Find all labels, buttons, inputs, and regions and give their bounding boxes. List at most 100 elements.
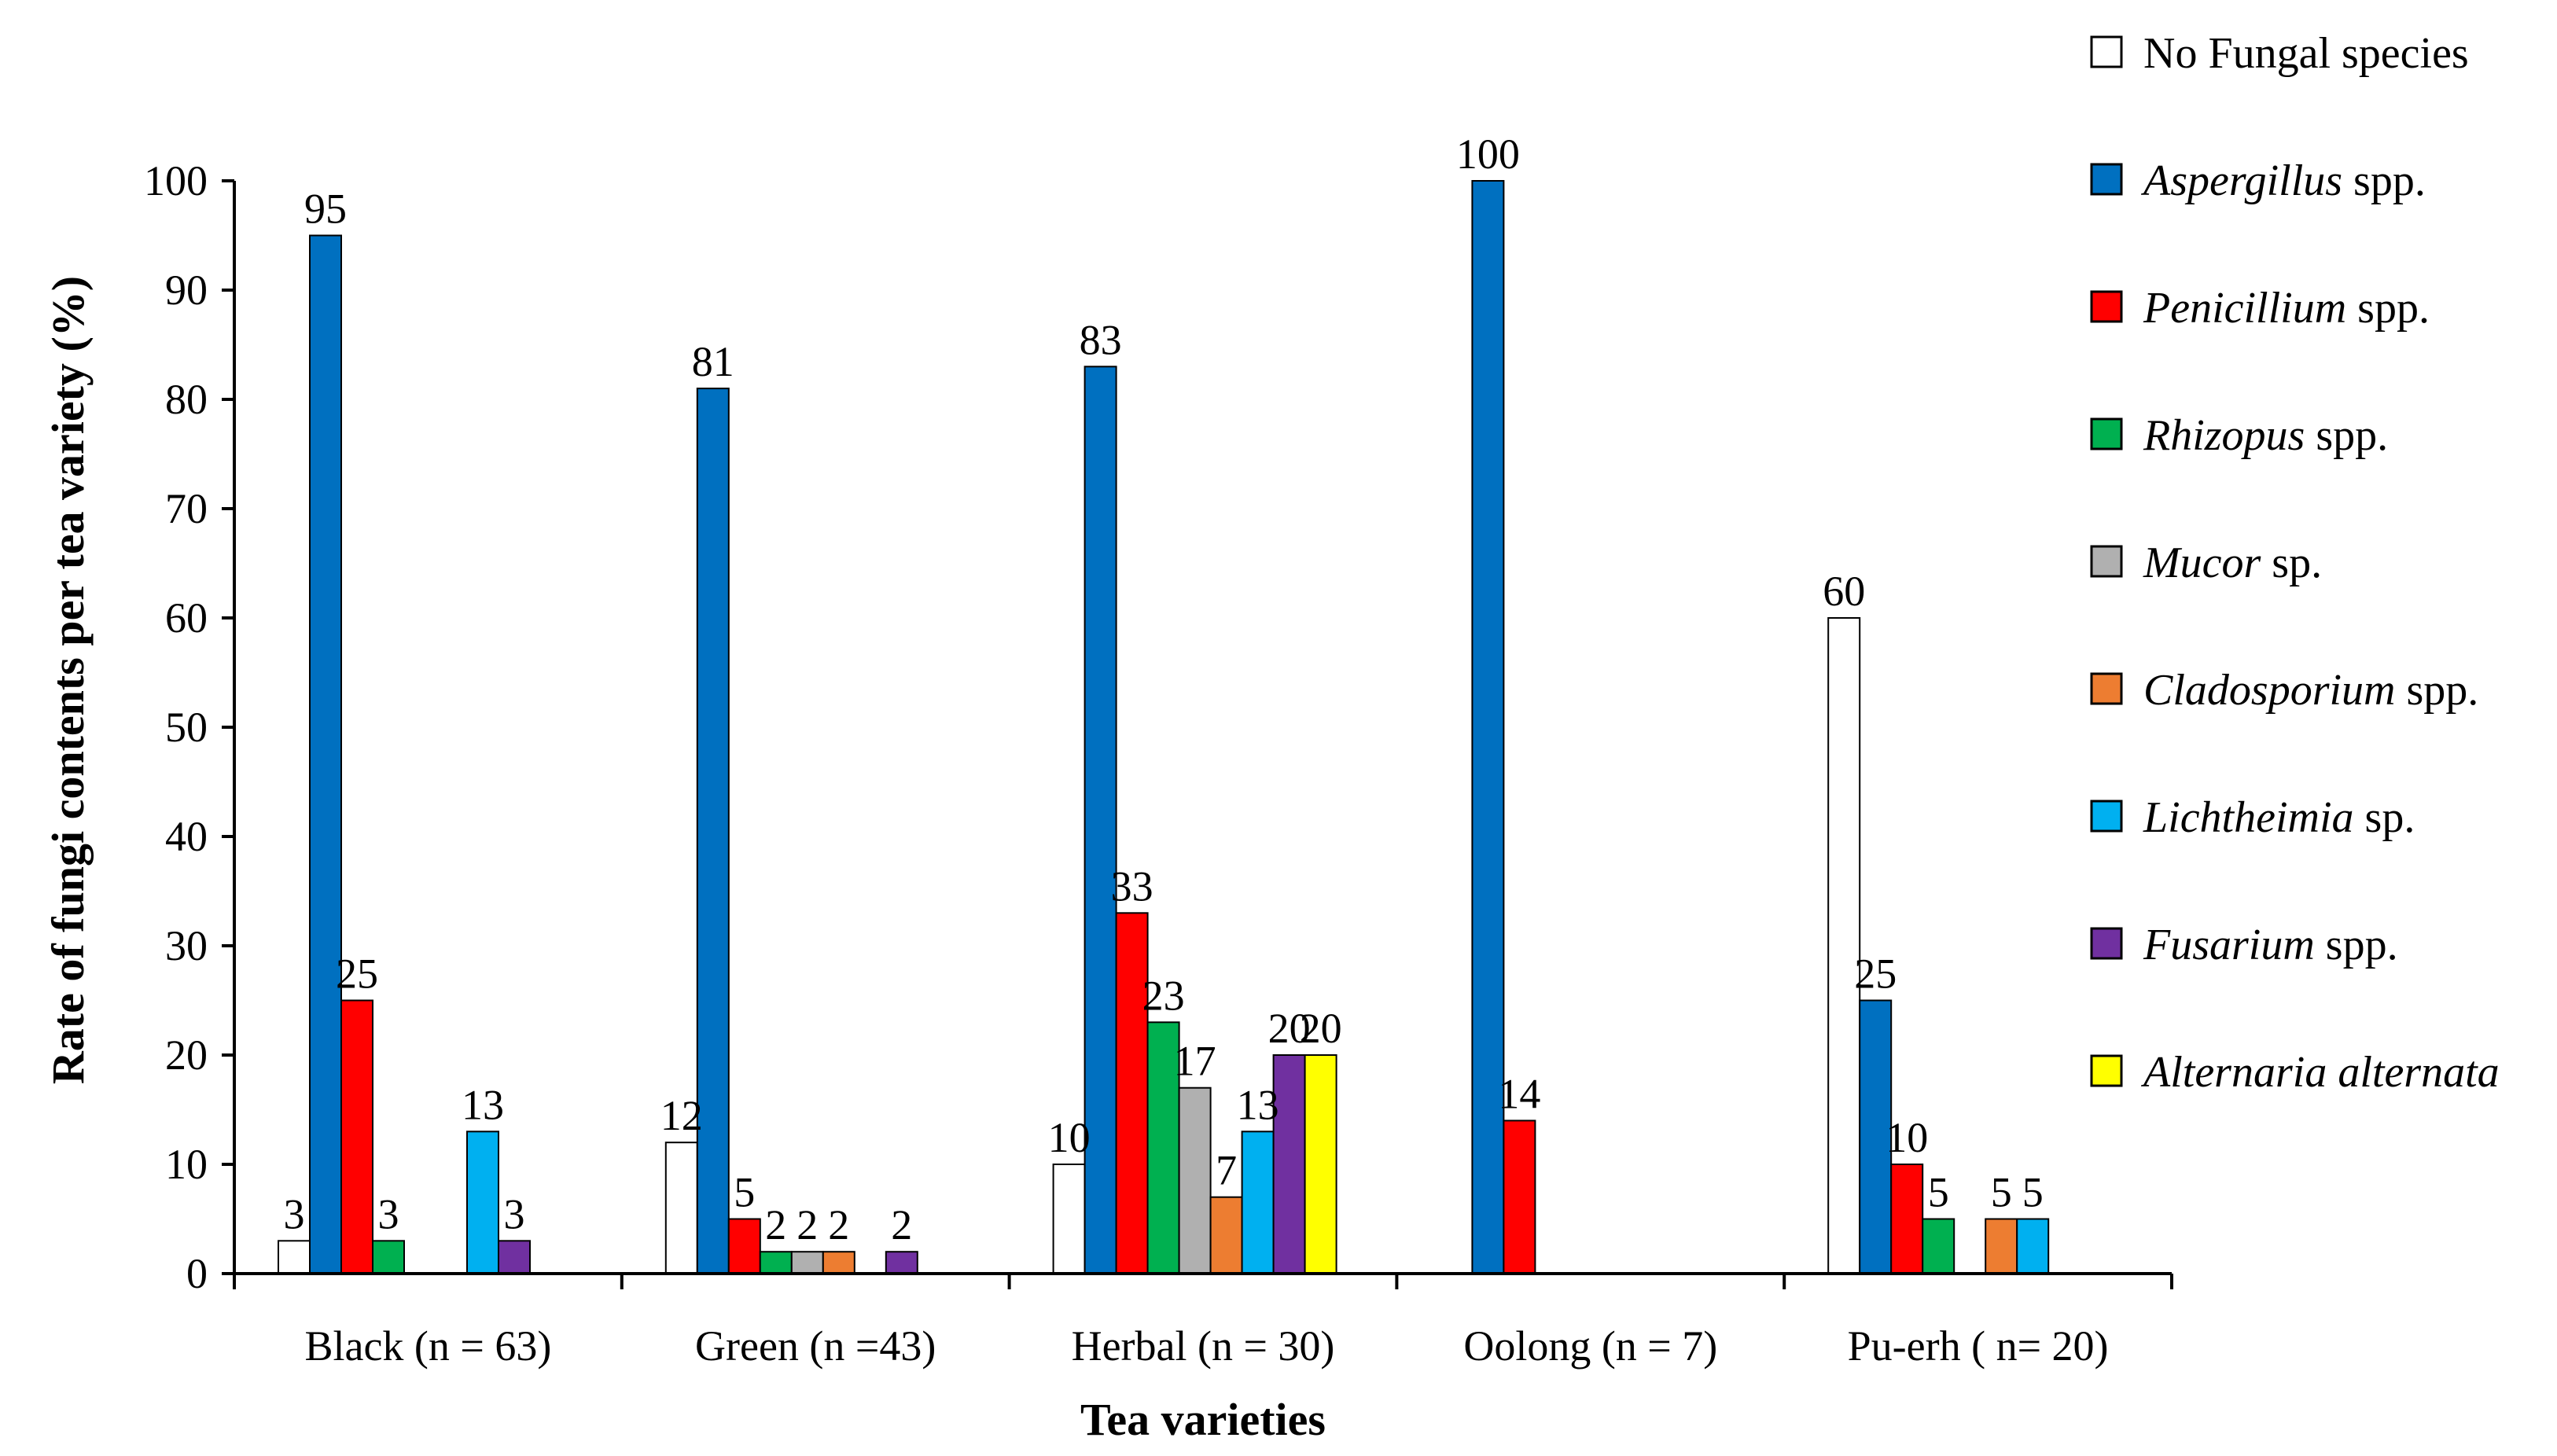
x-axis-title: Tea varieties xyxy=(1080,1394,1326,1445)
value-label-3-0: 3 xyxy=(378,1190,399,1237)
legend-label-suffix-2: spp. xyxy=(2346,284,2430,333)
legend-label-0: No Fungal species xyxy=(2143,29,2469,78)
legend-swatch-8 xyxy=(2090,1054,2123,1087)
legend-swatch-5 xyxy=(2090,672,2123,705)
legend-label-italic-5: Cladosporium xyxy=(2143,666,2396,715)
value-label-3-1: 2 xyxy=(765,1201,786,1248)
bar-1-2 xyxy=(1084,366,1117,1274)
bars-group xyxy=(278,180,2050,1275)
value-label-4-1: 2 xyxy=(797,1201,818,1248)
legend-label-suffix-3: spp. xyxy=(2305,411,2388,460)
legend-swatch-2 xyxy=(2090,290,2123,323)
value-label-2-3: 14 xyxy=(1498,1070,1540,1117)
y-tick-label-7: 70 xyxy=(165,485,208,532)
value-label-0-1: 12 xyxy=(660,1092,703,1139)
legend-label-italic-3: Rhizopus xyxy=(2143,411,2305,460)
x-tick-label-3: Oolong (n = 7) xyxy=(1463,1322,1717,1370)
value-label-0-4: 60 xyxy=(1823,568,1865,615)
bar-4-1 xyxy=(790,1251,824,1274)
bar-1-1 xyxy=(696,388,730,1275)
bar-3-4 xyxy=(1922,1218,1955,1274)
bar-1-3 xyxy=(1471,180,1505,1274)
value-label-7-1: 2 xyxy=(891,1201,912,1248)
bar-2-0 xyxy=(340,999,373,1274)
bar-7-0 xyxy=(498,1240,531,1275)
bar-0-1 xyxy=(664,1142,698,1274)
y-tick-label-5: 50 xyxy=(165,704,208,751)
legend-swatch-6 xyxy=(2090,800,2123,833)
bar-7-1 xyxy=(885,1251,918,1274)
legend-label-italic-2: Penicillium xyxy=(2143,284,2346,333)
bar-6-0 xyxy=(466,1131,499,1275)
bar-2-1 xyxy=(727,1218,761,1274)
bar-0-0 xyxy=(278,1240,311,1275)
value-label-0-0: 3 xyxy=(284,1190,305,1237)
legend-swatch-7 xyxy=(2090,927,2123,960)
bar-5-2 xyxy=(1209,1196,1243,1274)
legend-label-suffix-1: spp. xyxy=(2342,156,2426,205)
y-tick-label-0: 0 xyxy=(186,1250,208,1297)
y-tick-label-6: 60 xyxy=(165,594,208,642)
legend-label-4: Mucor sp. xyxy=(2143,539,2322,587)
value-label-8-2: 20 xyxy=(1300,1005,1342,1052)
legend-swatch-3 xyxy=(2090,417,2123,450)
bar-1-0 xyxy=(309,234,342,1274)
value-label-1-1: 81 xyxy=(692,338,734,385)
value-label-7-0: 3 xyxy=(504,1190,525,1237)
bar-3-0 xyxy=(372,1240,405,1275)
bar-6-4 xyxy=(2016,1218,2050,1274)
legend-label-suffix-4: sp. xyxy=(2261,539,2322,587)
legend-label-italic-8: Alternaria alternata xyxy=(2140,1048,2500,1097)
value-label-3-2: 23 xyxy=(1142,972,1185,1019)
value-label-2-4: 10 xyxy=(1886,1114,1928,1161)
legend-label-7: Fusarium spp. xyxy=(2143,921,2398,969)
legend-label-1: Aspergillus spp. xyxy=(2140,156,2426,205)
y-tick-label-9: 90 xyxy=(165,267,208,314)
bar-5-1 xyxy=(822,1251,855,1274)
value-label-5-2: 7 xyxy=(1216,1147,1237,1194)
legend-label-italic-4: Mucor xyxy=(2143,539,2261,587)
legend-swatch-1 xyxy=(2090,163,2123,196)
x-tick-label-4: Pu-erh ( n= 20) xyxy=(1848,1322,2109,1370)
value-label-6-0: 13 xyxy=(462,1081,504,1128)
legend-label-italic-7: Fusarium xyxy=(2143,921,2315,969)
legend-label-5: Cladosporium spp. xyxy=(2143,666,2478,715)
y-tick-label-2: 20 xyxy=(165,1031,208,1079)
y-tick-label-3: 30 xyxy=(165,922,208,969)
value-label-5-4: 5 xyxy=(1991,1169,2012,1216)
value-label-6-2: 13 xyxy=(1237,1081,1279,1128)
value-label-4-2: 17 xyxy=(1174,1038,1216,1085)
value-label-0-2: 10 xyxy=(1048,1114,1091,1161)
legend-swatch-0 xyxy=(2090,35,2123,68)
legend-label-6: Lichtheimia sp. xyxy=(2143,793,2415,842)
legend-label-8: Alternaria alternata xyxy=(2140,1048,2500,1097)
legend-label-italic-1: Aspergillus xyxy=(2140,156,2342,205)
y-tick-label-4: 40 xyxy=(165,813,208,860)
value-label-6-4: 5 xyxy=(2022,1169,2044,1216)
legend-label-suffix-7: spp. xyxy=(2315,921,2398,969)
bar-0-2 xyxy=(1052,1164,1086,1274)
bar-8-2 xyxy=(1304,1054,1337,1274)
bar-0-4 xyxy=(1827,617,1861,1274)
value-label-1-2: 83 xyxy=(1080,316,1122,363)
x-tick-label-2: Herbal (n = 30) xyxy=(1072,1322,1335,1370)
y-axis-title: Rate of fungi contents per tea variety (… xyxy=(42,276,94,1084)
bar-2-3 xyxy=(1503,1120,1536,1275)
y-tick-label-1: 10 xyxy=(165,1141,208,1188)
legend-label-2: Penicillium spp. xyxy=(2143,284,2430,333)
y-tick-label-10: 100 xyxy=(144,157,208,204)
value-label-5-1: 2 xyxy=(828,1201,849,1248)
value-label-3-4: 5 xyxy=(1928,1169,1949,1216)
value-label-2-1: 5 xyxy=(734,1169,755,1216)
value-label-1-0: 95 xyxy=(304,186,347,233)
value-label-1-3: 100 xyxy=(1456,131,1520,178)
bar-6-2 xyxy=(1241,1131,1275,1275)
y-tick-label-8: 80 xyxy=(165,376,208,423)
legend-label-suffix-6: sp. xyxy=(2354,793,2415,842)
value-label-1-4: 25 xyxy=(1854,950,1897,998)
legend-label-suffix-5: spp. xyxy=(2396,666,2479,715)
axes-group: 0 10 20 30 40 50 60 70 80 90 100 Black (n = 63) Gree… xyxy=(144,157,2173,1370)
value-label-2-0: 25 xyxy=(336,950,378,998)
